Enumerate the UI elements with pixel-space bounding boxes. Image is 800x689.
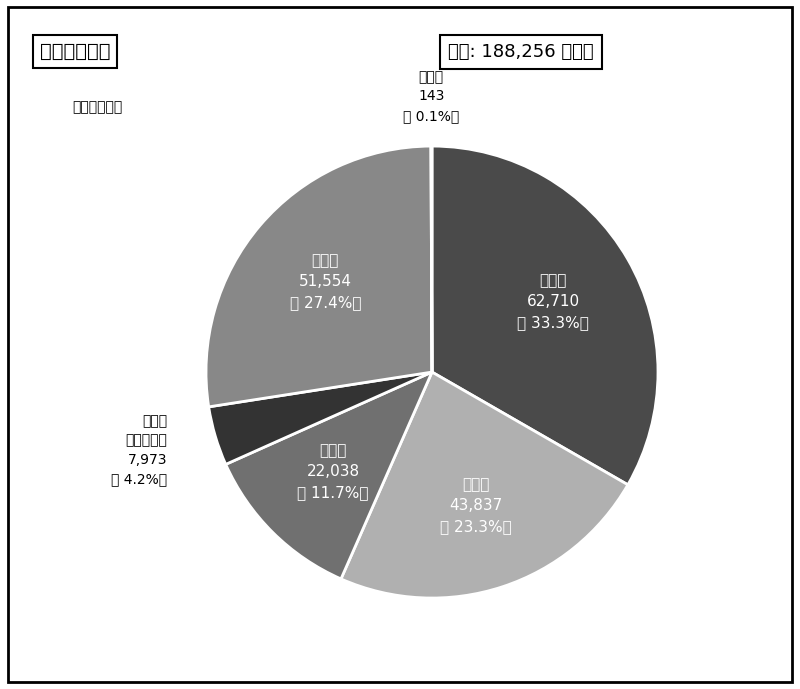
Text: 総額: 188,256 円／人: 総額: 188,256 円／人 bbox=[448, 43, 594, 61]
Text: 飲食費
43,837
（ 23.3%）: 飲食費 43,837 （ 23.3%） bbox=[440, 477, 511, 534]
Wedge shape bbox=[209, 372, 432, 464]
Wedge shape bbox=[226, 372, 432, 579]
Wedge shape bbox=[432, 146, 658, 485]
Text: 買物代
51,554
（ 27.4%）: 買物代 51,554 （ 27.4%） bbox=[290, 253, 361, 309]
Wedge shape bbox=[431, 146, 432, 372]
Text: 娯楽等
サービス費
7,973
（ 4.2%）: 娯楽等 サービス費 7,973 （ 4.2%） bbox=[111, 414, 168, 486]
Text: 単位：円／人: 単位：円／人 bbox=[72, 100, 122, 114]
Text: 交通費
22,038
（ 11.7%）: 交通費 22,038 （ 11.7%） bbox=[298, 443, 369, 500]
Wedge shape bbox=[341, 372, 628, 598]
Text: 宿泊費
62,710
（ 33.3%）: 宿泊費 62,710 （ 33.3%） bbox=[518, 274, 590, 331]
Text: 【旅行支出】: 【旅行支出】 bbox=[40, 42, 110, 61]
Wedge shape bbox=[206, 146, 432, 407]
Text: その他
143
（ 0.1%）: その他 143 （ 0.1%） bbox=[403, 70, 459, 123]
